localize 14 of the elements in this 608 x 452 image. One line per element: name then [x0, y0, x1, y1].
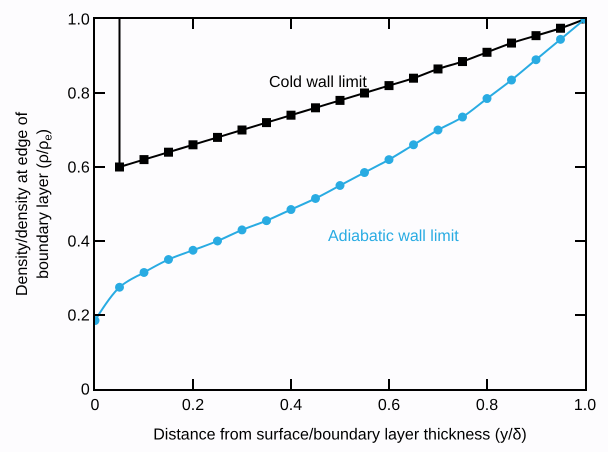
y-tick-label: 0.4: [68, 234, 90, 251]
y-tick-label: 0: [80, 382, 90, 399]
y-tick-label: 1.0: [68, 12, 90, 29]
series-label: Cold wall limit: [269, 74, 368, 91]
series-label: Adiabatic wall limit: [328, 228, 460, 245]
x-axis-title: Distance from surface/boundary layer thickness (y/δ): [153, 426, 527, 444]
x-tick-label: 0.6: [378, 397, 400, 414]
y-tick-label: 0.2: [68, 308, 90, 325]
x-tick-label: 0.2: [182, 397, 204, 414]
y-tick-label: 0.8: [68, 86, 90, 103]
x-tick-label: 0.8: [476, 397, 498, 414]
x-tick-label: 1.0: [574, 397, 596, 414]
y-tick-label: 0.6: [68, 160, 90, 177]
x-tick-label: 0.4: [280, 397, 302, 414]
